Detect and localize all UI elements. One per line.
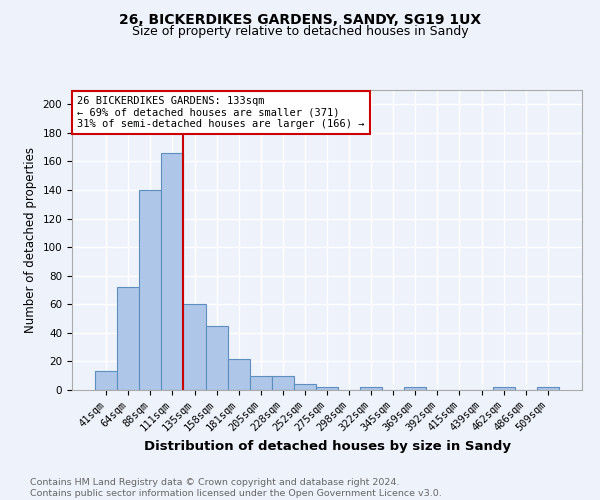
Bar (404, 387, 427, 390)
Bar (184, 304, 206, 390)
Bar (250, 376, 272, 390)
Bar (206, 326, 227, 390)
X-axis label: Distribution of detached houses by size in Sandy: Distribution of detached houses by size … (143, 440, 511, 454)
Bar (360, 387, 382, 390)
Bar (316, 387, 338, 390)
Bar (493, 387, 515, 390)
Bar (161, 153, 184, 390)
Text: Size of property relative to detached houses in Sandy: Size of property relative to detached ho… (131, 25, 469, 38)
Text: 26 BICKERDIKES GARDENS: 133sqm
← 69% of detached houses are smaller (371)
31% of: 26 BICKERDIKES GARDENS: 133sqm ← 69% of … (77, 96, 365, 129)
Bar (537, 387, 559, 390)
Text: 26, BICKERDIKES GARDENS, SANDY, SG19 1UX: 26, BICKERDIKES GARDENS, SANDY, SG19 1UX (119, 12, 481, 26)
Bar (227, 358, 250, 390)
Bar (117, 287, 139, 390)
Bar (139, 190, 161, 390)
Text: Contains HM Land Registry data © Crown copyright and database right 2024.
Contai: Contains HM Land Registry data © Crown c… (30, 478, 442, 498)
Y-axis label: Number of detached properties: Number of detached properties (24, 147, 37, 333)
Bar (95, 372, 117, 390)
Bar (272, 376, 294, 390)
Bar (294, 384, 316, 390)
